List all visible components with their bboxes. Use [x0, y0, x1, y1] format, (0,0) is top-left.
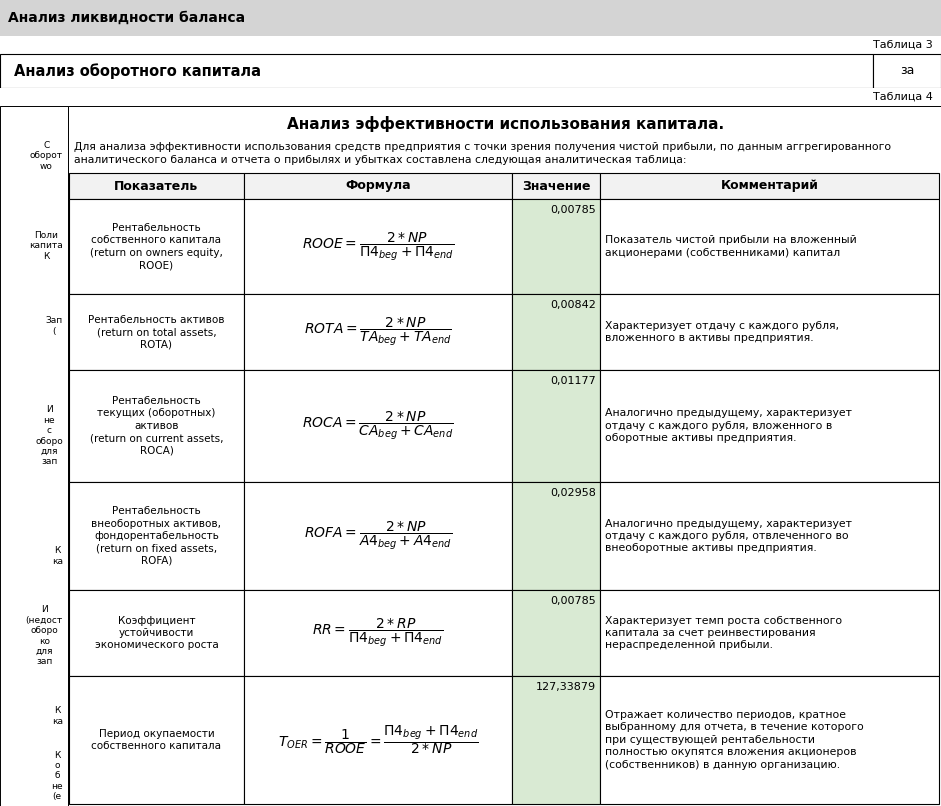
Text: аналитического баланса и отчета о прибылях и убытках составлена следующая аналит: аналитического баланса и отчета о прибыл…: [74, 155, 687, 165]
Bar: [512, 199, 600, 294]
Bar: [0, 54, 873, 88]
Bar: [600, 370, 939, 482]
Text: Аналогично предыдущему, характеризует
отдачу с каждого рубля, вложенного в
оборо: Аналогично предыдущему, характеризует от…: [605, 409, 852, 443]
Bar: [69, 173, 244, 199]
Text: Рентабельность
внеоборотных активов,
фондорентабельность
(return on fixed assets: Рентабельность внеоборотных активов, фон…: [91, 506, 221, 566]
Text: К
ка: К ка: [52, 546, 63, 566]
Text: Значение: Значение: [521, 180, 590, 193]
Bar: [600, 482, 939, 590]
Text: Рентабельность активов
(return on total assets,
ROTA): Рентабельность активов (return on total …: [88, 315, 225, 350]
Bar: [244, 590, 512, 675]
Bar: [244, 370, 512, 482]
Bar: [69, 370, 244, 482]
Text: Рентабельность
собственного капитала
(return on owners equity,
ROOE): Рентабельность собственного капитала (re…: [90, 223, 223, 270]
Bar: [69, 482, 244, 590]
Text: 0,00842: 0,00842: [550, 301, 596, 310]
Text: К
ка: К ка: [52, 706, 63, 725]
Bar: [69, 199, 244, 294]
Bar: [600, 199, 939, 294]
Text: $ROOE = \dfrac{2* NP}{\Pi4_{beg} + \Pi4_{end}}$: $ROOE = \dfrac{2* NP}{\Pi4_{beg} + \Pi4_…: [302, 231, 455, 263]
Text: Анализ оборотного капитала: Анализ оборотного капитала: [14, 63, 261, 79]
Text: Отражает количество периодов, кратное
выбранному для отчета, в течение которого
: Отражает количество периодов, кратное вы…: [605, 710, 864, 770]
Text: Формула: Формула: [345, 180, 411, 193]
Bar: [512, 173, 600, 199]
Text: 127,33879: 127,33879: [535, 682, 596, 692]
Text: Характеризует отдачу с каждого рубля,
вложенного в активы предприятия.: Характеризует отдачу с каждого рубля, вл…: [605, 321, 839, 343]
Text: С
оборот
wo: С оборот wo: [30, 141, 63, 171]
Text: 0,02958: 0,02958: [550, 488, 596, 498]
Text: $T_{OER} = \dfrac{1}{ROOE} = \dfrac{\Pi4_{beg} + \Pi4_{end}}{2*NP}$: $T_{OER} = \dfrac{1}{ROOE} = \dfrac{\Pi4…: [278, 724, 478, 756]
Bar: [0, 0, 941, 36]
Text: Рентабельность
текущих (оборотных)
активов
(return on current assets,
ROCA): Рентабельность текущих (оборотных) актив…: [89, 396, 223, 455]
Text: Характеризует темп роста собственного
капитала за счет реинвестирования
нераспре: Характеризует темп роста собственного ка…: [605, 616, 842, 650]
Bar: [69, 675, 244, 804]
Text: 0,00785: 0,00785: [550, 596, 596, 606]
Bar: [512, 590, 600, 675]
Text: И
не
с
оборо
для
зап: И не с оборо для зап: [35, 405, 63, 467]
Text: 0,00785: 0,00785: [550, 205, 596, 215]
Bar: [69, 294, 244, 370]
Text: Коэффициент
устойчивости
экономического роста: Коэффициент устойчивости экономического …: [95, 616, 218, 650]
Bar: [244, 173, 512, 199]
Bar: [600, 294, 939, 370]
Text: Поли
капита
К: Поли капита К: [29, 231, 63, 261]
Text: Для анализа эффективности использования средств предприятия с точки зрения получ: Для анализа эффективности использования …: [74, 142, 891, 152]
Bar: [512, 482, 600, 590]
Bar: [244, 482, 512, 590]
Bar: [873, 54, 941, 88]
Text: Анализ ликвидности баланса: Анализ ликвидности баланса: [8, 11, 245, 25]
Bar: [512, 675, 600, 804]
Bar: [244, 199, 512, 294]
Bar: [600, 590, 939, 675]
Text: $ROTA = \dfrac{2* NP}{TA_{beg} + TA_{end}}$: $ROTA = \dfrac{2* NP}{TA_{beg} + TA_{end…: [304, 316, 452, 348]
Text: Таблица 4: Таблица 4: [873, 92, 933, 102]
Text: $ROCA = \dfrac{2* NP}{CA_{beg} + CA_{end}}$: $ROCA = \dfrac{2* NP}{CA_{beg} + CA_{end…: [302, 409, 454, 442]
Bar: [0, 36, 941, 54]
Text: Показатель чистой прибыли на вложенный
акционерами (собственниками) капитал: Показатель чистой прибыли на вложенный а…: [605, 235, 856, 258]
Text: $RR = \dfrac{2* RP}{\Pi4_{beg} + \Pi4_{end}}$: $RR = \dfrac{2* RP}{\Pi4_{beg} + \Pi4_{e…: [312, 617, 444, 650]
Text: Анализ эффективности использования капитала.: Анализ эффективности использования капит…: [287, 116, 724, 132]
Bar: [0, 88, 941, 106]
Bar: [512, 370, 600, 482]
Text: Аналогично предыдущему, характеризует
отдачу с каждого рубля, отвлеченного во
вн: Аналогично предыдущему, характеризует от…: [605, 518, 852, 554]
Text: Таблица 3: Таблица 3: [873, 40, 933, 50]
Bar: [0, 106, 68, 806]
Bar: [512, 294, 600, 370]
Text: Показатель: Показатель: [115, 180, 199, 193]
Text: И
(недост
оборо
ко
для
зап: И (недост оборо ко для зап: [25, 605, 63, 667]
Text: 0,01177: 0,01177: [550, 376, 596, 386]
Text: Комментарий: Комментарий: [721, 180, 819, 193]
Bar: [600, 675, 939, 804]
Text: $ROFA = \dfrac{2* NP}{A4_{beg} + A4_{end}}$: $ROFA = \dfrac{2* NP}{A4_{beg} + A4_{end…: [304, 520, 453, 552]
Text: Зап
(: Зап (: [46, 316, 63, 336]
Bar: [68, 106, 941, 806]
Text: за: за: [900, 64, 915, 77]
Bar: [600, 173, 939, 199]
Bar: [244, 675, 512, 804]
Text: К
о
б
не
(е: К о б не (е: [52, 750, 63, 801]
Text: Период окупаемости
собственного капитала: Период окупаемости собственного капитала: [91, 729, 221, 751]
Bar: [69, 590, 244, 675]
Bar: [244, 294, 512, 370]
